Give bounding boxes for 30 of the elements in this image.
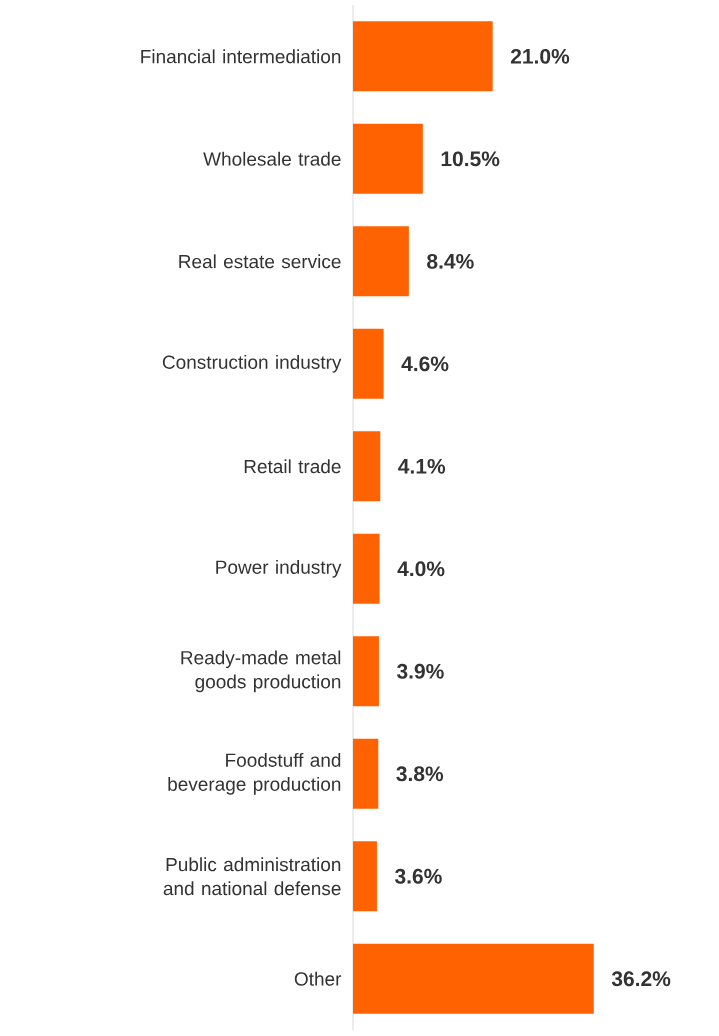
data-label: 8.4%	[427, 253, 474, 269]
bar	[353, 226, 409, 297]
bar	[353, 328, 384, 399]
data-label: 21.0%	[510, 48, 570, 64]
bar	[353, 21, 493, 92]
y-tick-label: Public administration and national defense	[163, 857, 341, 896]
data-label: 10.5%	[441, 151, 500, 167]
y-tick-label: Wholesale trade	[203, 151, 341, 166]
y-tick-label: Other	[294, 971, 342, 986]
data-label: 3.9%	[396, 663, 444, 679]
data-label: 36.2%	[611, 971, 671, 987]
y-tick-label: Power industry	[216, 559, 342, 578]
y-tick-label: Financial intermediation	[141, 49, 341, 64]
data-label: 4.1%	[398, 458, 446, 474]
bar	[353, 943, 594, 1014]
y-tick-label: Foodstuff and beverage production	[168, 752, 341, 795]
y-tick-label: Construction industry	[162, 354, 342, 373]
data-label: 4.0%	[397, 561, 445, 577]
bar	[353, 431, 381, 502]
bar	[353, 738, 379, 809]
data-label: 3.6%	[394, 868, 442, 884]
data-label: 4.6%	[401, 356, 449, 372]
y-tick-label: Real estate service	[179, 254, 341, 269]
bar	[353, 123, 423, 194]
bar	[353, 533, 380, 604]
data-label: 3.8%	[396, 766, 444, 782]
bar	[353, 841, 377, 912]
y-tick-label: Ready-made metal goods production	[181, 650, 341, 693]
bar	[353, 636, 379, 707]
y-tick-label: Retail trade	[244, 459, 341, 474]
